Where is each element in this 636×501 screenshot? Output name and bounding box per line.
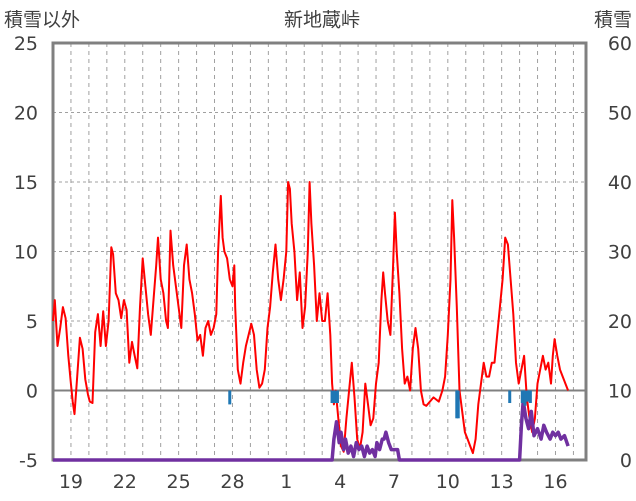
right-axis-label: 積雪 — [594, 9, 632, 31]
precip-bar — [456, 390, 460, 419]
x-tick-label: 28 — [220, 471, 244, 493]
right-tick-label: 0 — [620, 450, 632, 472]
left-tick-label: 0 — [26, 381, 38, 403]
precip-bar — [508, 390, 512, 404]
chart-title: 新地蔵峠 — [284, 9, 360, 31]
x-tick-label: 10 — [436, 471, 460, 493]
precip-bar — [333, 390, 337, 404]
left-tick-label: 20 — [14, 103, 38, 125]
left-tick-label: 25 — [14, 33, 38, 55]
precip-bar — [520, 390, 524, 404]
precip-bar — [330, 390, 334, 404]
precip-bar — [228, 390, 232, 405]
x-tick-label: 13 — [490, 471, 514, 493]
left-tick-label: 5 — [26, 311, 38, 333]
right-tick-label: 40 — [608, 172, 632, 194]
right-tick-label: 30 — [608, 242, 632, 264]
x-tick-label: 7 — [388, 471, 400, 493]
x-tick-label: 25 — [167, 471, 191, 493]
right-tick-label: 60 — [608, 33, 632, 55]
left-tick-label: 10 — [14, 242, 38, 264]
x-tick-label: 4 — [334, 471, 346, 493]
grid — [53, 43, 586, 460]
snow-depth-line — [53, 399, 570, 462]
left-tick-label: 15 — [14, 172, 38, 194]
precip-bar — [526, 390, 530, 402]
x-tick-label: 1 — [280, 471, 292, 493]
left-axis-label: 積雪以外 — [4, 9, 80, 31]
temperature-line — [52, 181, 570, 455]
right-tick-label: 10 — [608, 381, 632, 403]
x-tick-label: 22 — [113, 471, 137, 493]
precip-bar — [528, 390, 532, 404]
left-tick-label: -5 — [19, 450, 38, 472]
plot-area — [51, 41, 588, 462]
x-tick-label: 16 — [543, 471, 567, 493]
precip-bar — [335, 390, 339, 404]
x-tick-label: 19 — [59, 471, 83, 493]
right-tick-label: 20 — [608, 311, 632, 333]
right-tick-label: 50 — [608, 103, 632, 125]
precip-bar — [523, 390, 527, 406]
